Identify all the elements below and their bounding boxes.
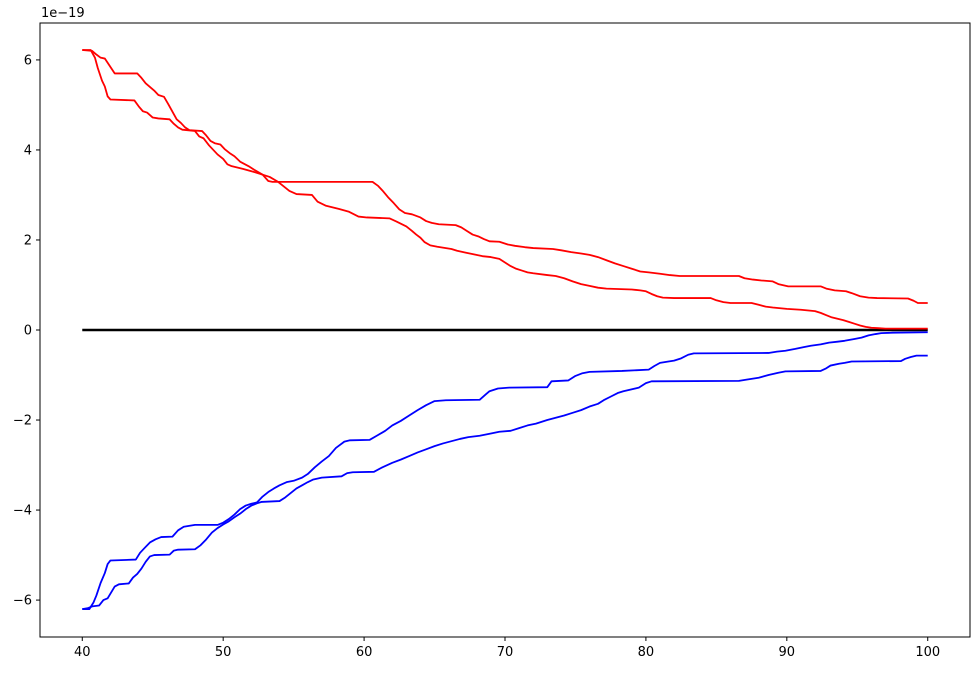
y-tick-label: −6 — [13, 594, 32, 609]
y-tick-label: 6 — [24, 53, 32, 68]
x-tick-label: 100 — [915, 645, 940, 660]
red-upper-line — [82, 49, 928, 304]
x-tick-label: 70 — [497, 645, 514, 660]
y-tick-label: −4 — [13, 504, 32, 519]
x-tick-label: 90 — [779, 645, 796, 660]
y-tick-label: 4 — [24, 143, 32, 158]
y-tick-label: 0 — [24, 324, 32, 339]
blue-upper-line — [82, 331, 928, 610]
x-tick-label: 40 — [74, 645, 91, 660]
y-axis-offset-label: 1e−19 — [41, 6, 85, 21]
y-tick-label: −2 — [13, 414, 32, 429]
x-tick-label: 80 — [638, 645, 655, 660]
x-tick-label: 50 — [215, 645, 232, 660]
x-tick-label: 60 — [356, 645, 373, 660]
red-lower-line — [82, 49, 928, 330]
blue-lower-line — [82, 354, 928, 610]
y-tick-label: 2 — [24, 234, 32, 249]
